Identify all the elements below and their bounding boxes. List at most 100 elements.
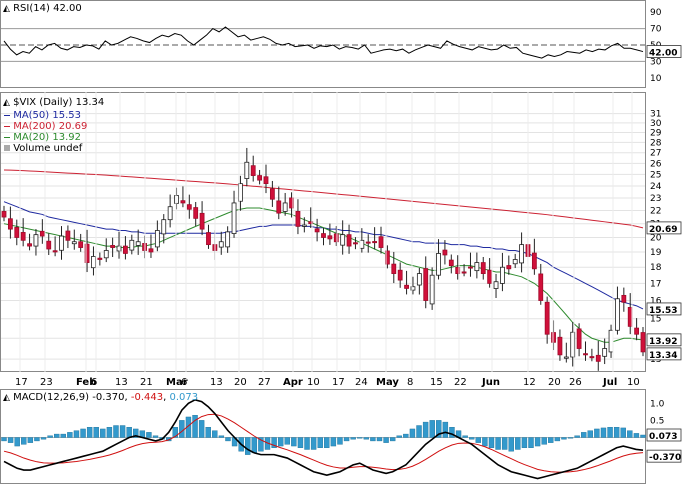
date-tick-label: 13 — [115, 377, 128, 388]
macd-histogram-bar — [152, 435, 159, 438]
macd-histogram-bar — [475, 437, 482, 443]
macd-histogram-bar — [363, 437, 370, 440]
candle-body — [468, 266, 473, 269]
macd-histogram-bar — [515, 437, 521, 450]
candle-body — [123, 245, 128, 254]
volume-label: Volume undef — [13, 143, 83, 154]
candle-body — [384, 250, 390, 265]
candle-body — [33, 234, 39, 247]
candle-body — [544, 301, 550, 335]
candle-body — [634, 327, 640, 335]
candle-body — [7, 218, 13, 230]
macd-histogram-bar — [416, 425, 422, 438]
ma50-label: MA(50) — [13, 110, 50, 121]
macd-histogram-bar — [14, 437, 20, 447]
macd-legend: ◭ MACD(12,26,9) -0.370, -0.443, 0.073 — [3, 392, 199, 403]
macd-histogram-bar — [495, 437, 501, 450]
ma50-swatch — [4, 114, 10, 116]
macd-histogram-bar — [462, 435, 468, 438]
candle-body — [180, 200, 186, 204]
price-last-value: 13.34 — [75, 97, 105, 108]
macd-histogram-bar — [291, 437, 297, 447]
candle-body — [174, 195, 179, 204]
macd-histogram-bar — [482, 437, 488, 447]
date-tick-label: Jun — [481, 377, 500, 388]
date-tick-label: 13 — [210, 377, 223, 388]
close-value-badge-box — [646, 347, 682, 361]
candle-body — [538, 273, 544, 301]
candle-body — [289, 197, 294, 209]
rsi-value-badge-box — [646, 45, 682, 58]
ma50-value-badge-box — [646, 302, 682, 316]
date-tick-label: 22 — [454, 377, 467, 388]
candle-body — [474, 262, 480, 272]
candle-body — [257, 175, 263, 181]
macd-histogram-bar — [34, 437, 40, 442]
candle-body — [602, 348, 608, 357]
macd-histogram-bar — [54, 433, 60, 438]
macd-histogram-bar — [600, 427, 607, 438]
candle-body — [250, 165, 256, 176]
price-tick-label: 25 — [650, 170, 661, 180]
macd-histogram-bar — [304, 437, 310, 450]
macd-histogram-bar — [245, 437, 251, 455]
candle-body — [436, 253, 441, 276]
macd-histogram-bar — [60, 433, 66, 438]
candle-body — [589, 356, 595, 359]
ma20-legend: MA(20) 13.92 — [4, 132, 81, 143]
candle-body — [52, 250, 58, 253]
rsi-tick-label: 10 — [650, 74, 662, 84]
candle-body — [103, 250, 109, 259]
date-tick-label: 8 — [407, 377, 413, 388]
macd-histogram-bar — [47, 435, 53, 438]
date-tick-label: 10 — [307, 377, 320, 388]
price-tick-label: 23 — [650, 194, 661, 204]
candle-body — [97, 257, 103, 260]
macd-histogram-bar — [119, 425, 126, 438]
macd-histogram-bar — [567, 437, 574, 439]
candle-body — [595, 354, 601, 362]
date-tick-label: Jul — [602, 377, 617, 388]
candle-body — [193, 207, 199, 219]
candle-body — [391, 263, 397, 274]
ma200-swatch — [4, 125, 10, 127]
macd-series — [3, 398, 644, 480]
ma20-swatch — [4, 136, 10, 138]
candle-body — [519, 244, 524, 264]
candle-body — [238, 183, 243, 202]
macd-histogram-bar — [534, 437, 541, 447]
candle-body — [608, 329, 614, 353]
candle-body — [461, 271, 467, 274]
candle-body — [487, 269, 493, 284]
value-badges: 42.00 20.69 15.53 13.92 13.34 0.073 -0.370 — [646, 45, 682, 463]
macd-histogram-bar — [488, 437, 495, 448]
macd-tick-label: 1.0 — [650, 399, 665, 409]
macd-histogram-bar — [106, 427, 113, 438]
macd-histogram-bar — [383, 437, 389, 443]
macd-histogram-bar — [258, 437, 264, 452]
candle-body — [91, 256, 96, 269]
ma50-value-badge: 15.53 — [649, 306, 677, 316]
macd-histogram-bar — [370, 437, 376, 442]
rsi-panel — [0, 0, 646, 88]
macd-histogram-bar — [337, 437, 343, 445]
rsi-line — [3, 26, 644, 59]
macd-histogram-bar — [297, 437, 304, 448]
price-tick-label: 28 — [650, 138, 662, 148]
candle-body — [135, 241, 141, 246]
date-tick-label: Apr — [283, 377, 303, 388]
macd-histogram-bar — [613, 427, 620, 438]
candle-body — [640, 332, 646, 353]
candle-body — [225, 231, 231, 248]
macd-histogram-bar — [409, 428, 416, 438]
candle-body — [365, 241, 371, 244]
ma50-value: 15.53 — [52, 110, 82, 121]
macd-histogram-bar — [165, 437, 172, 442]
macd-histogram-bar — [640, 434, 646, 438]
rsi-value: 42.00 — [53, 3, 82, 14]
price-legend-icon: ◭ — [3, 98, 10, 108]
histogram-value-badge-box — [646, 428, 682, 442]
rsi-value-badge: 42.00 — [649, 49, 677, 59]
date-tick-label: 6 — [91, 377, 97, 388]
macd-histogram-bar — [271, 437, 277, 448]
